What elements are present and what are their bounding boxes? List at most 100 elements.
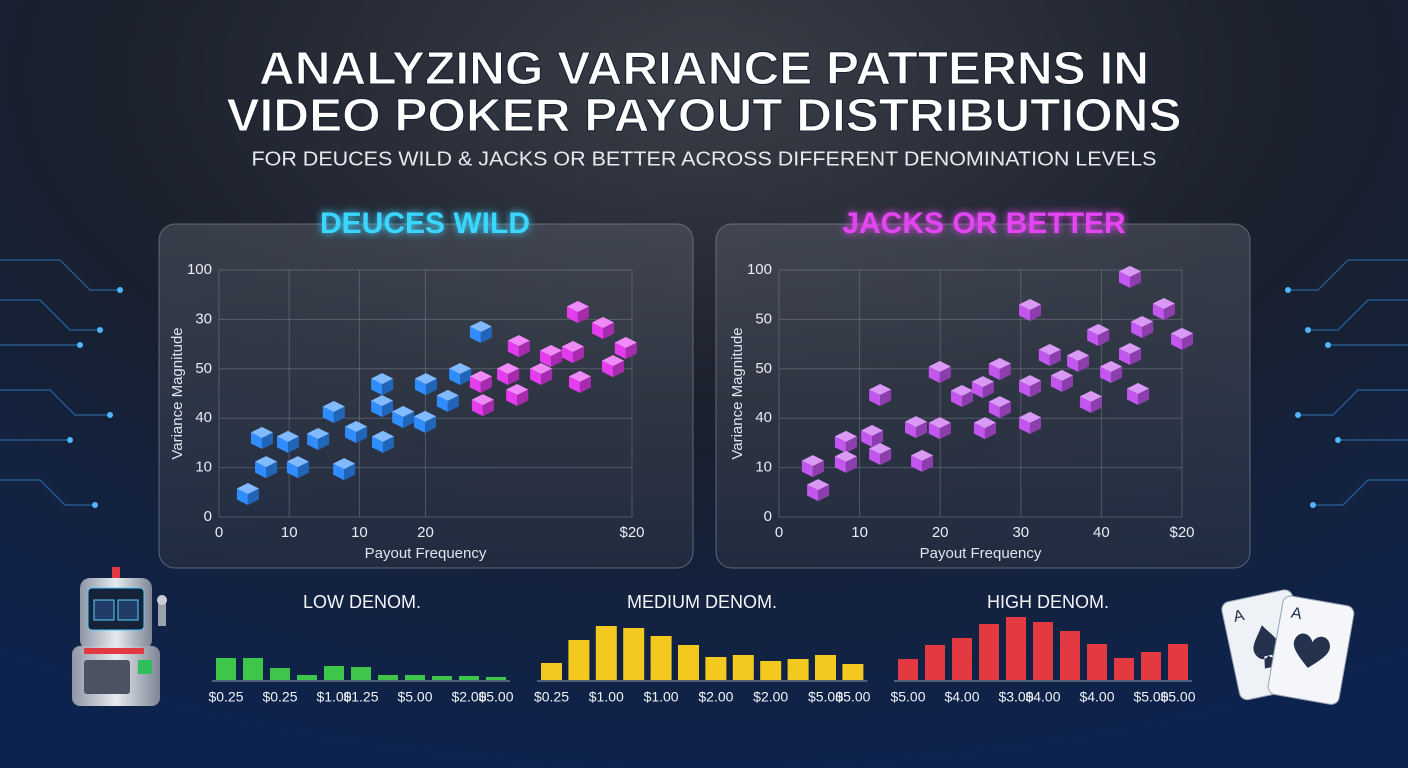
bar	[650, 636, 672, 680]
data-cube	[861, 424, 884, 447]
cube-face	[1163, 303, 1175, 321]
cube-face	[928, 361, 951, 373]
cube-face	[517, 389, 529, 406]
cube-face	[247, 488, 259, 506]
cube-face	[382, 378, 394, 396]
cube-face	[999, 363, 1011, 381]
cube-face	[1111, 366, 1123, 384]
data-cube	[905, 416, 928, 439]
bar	[378, 675, 398, 680]
cube-face	[807, 484, 819, 502]
cube-face	[449, 362, 472, 374]
cube-face	[1119, 271, 1131, 288]
bar	[1114, 658, 1134, 680]
cube-face	[403, 411, 415, 428]
cube-face	[261, 432, 273, 449]
chart-title: LOW DENOM.	[303, 592, 421, 612]
cube-face	[508, 368, 520, 385]
cube-face	[1182, 333, 1193, 350]
circuit-left	[0, 259, 120, 506]
cube-face	[1079, 390, 1102, 402]
cube-face	[869, 443, 892, 455]
cube-face	[266, 461, 278, 479]
cube-face	[1171, 327, 1193, 339]
cube-face	[508, 368, 520, 385]
data-cube	[469, 370, 492, 393]
y-tick-label: 40	[195, 409, 212, 426]
bar	[1141, 652, 1161, 680]
cube-face	[1111, 366, 1123, 384]
cube-face	[988, 358, 1011, 370]
cube-face	[344, 463, 356, 481]
bar	[842, 664, 864, 680]
cube-face	[818, 484, 830, 502]
y-tick-label: 10	[755, 459, 772, 476]
bar	[952, 638, 972, 680]
cube-face	[425, 378, 437, 396]
cube-face	[333, 406, 345, 424]
cube-face	[625, 342, 637, 360]
cube-face	[1019, 299, 1042, 311]
cube-face	[382, 378, 394, 396]
cube-face	[1182, 333, 1193, 350]
x-tick-label: 40	[1093, 524, 1110, 541]
cube-face	[322, 406, 334, 424]
x-tick-label: $1.00	[316, 689, 351, 705]
x-tick-label: $5.00	[835, 689, 870, 705]
cube-face	[540, 350, 552, 367]
data-cube	[801, 455, 824, 478]
data-cube	[1019, 299, 1042, 322]
cube-face	[971, 381, 983, 399]
x-tick-label: $3.00	[998, 689, 1033, 705]
x-tick-label: $20	[1169, 524, 1194, 541]
cube-face	[255, 456, 278, 468]
cube-face	[999, 401, 1011, 419]
card-rank: A	[1232, 607, 1246, 626]
cube-face	[613, 360, 625, 378]
y-tick-label: 0	[764, 508, 772, 525]
slot-machine-icon	[72, 567, 167, 706]
bar	[297, 675, 317, 680]
cube-face	[1163, 303, 1175, 321]
cube-face	[356, 426, 368, 444]
cube-face	[1138, 388, 1150, 405]
cube-face	[812, 460, 824, 478]
x-tick-label: $2.00	[753, 689, 788, 705]
cube-face	[1049, 349, 1061, 366]
cube-face	[592, 317, 615, 329]
cube-face	[1050, 375, 1062, 392]
y-tick-label: 30	[195, 310, 212, 327]
cube-face	[572, 346, 584, 364]
cube-face	[371, 436, 383, 453]
cube-face	[1130, 271, 1142, 288]
data-cube	[1019, 375, 1042, 398]
cube-face	[603, 322, 615, 340]
data-cube	[471, 394, 494, 417]
cube-face	[307, 433, 319, 450]
data-cube	[371, 395, 394, 418]
cube-face	[1030, 380, 1042, 398]
cube-face	[382, 436, 394, 453]
cube-face	[482, 399, 494, 417]
data-cube	[971, 376, 994, 399]
data-cube	[436, 389, 459, 412]
x-tick-label: $1.25	[343, 689, 378, 705]
data-cube	[1127, 382, 1150, 405]
cube-face	[1130, 271, 1142, 288]
data-cube	[469, 320, 492, 343]
data-cube	[345, 421, 368, 444]
y-tick-label: 10	[195, 459, 212, 476]
cube-face	[322, 401, 345, 413]
data-cube	[236, 483, 259, 506]
data-cube	[568, 370, 591, 393]
cube-face	[905, 421, 917, 439]
data-cube	[286, 456, 309, 479]
data-cube	[371, 430, 394, 453]
cube-face	[1127, 382, 1150, 394]
cube-face	[1131, 321, 1143, 339]
data-cube	[561, 341, 584, 364]
data-cube	[869, 443, 892, 466]
cube-face	[961, 390, 973, 407]
card-rank: A	[1290, 605, 1304, 624]
chart-title: HIGH DENOM.	[987, 592, 1109, 612]
